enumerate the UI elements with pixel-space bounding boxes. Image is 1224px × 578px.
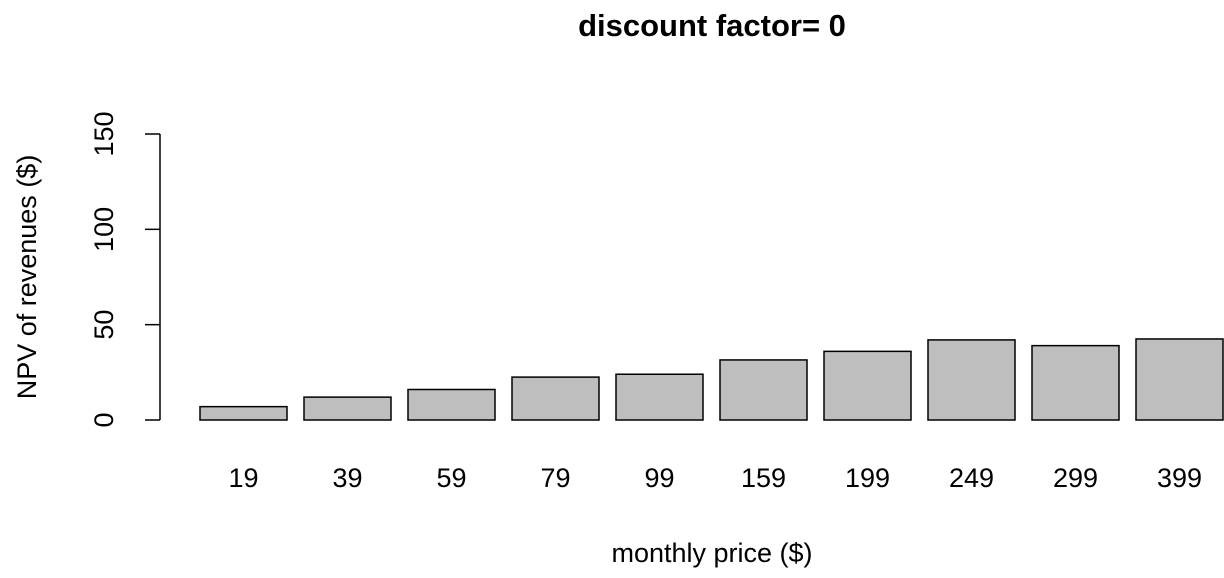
x-axis-label: monthly price ($): [611, 538, 812, 568]
x-tick-label: 159: [741, 463, 786, 493]
x-tick-label: 59: [436, 463, 466, 493]
chart-title: discount factor= 0: [578, 8, 846, 43]
x-tick-label: 199: [845, 463, 890, 493]
x-tick-labels: 19 39 59 79 99 159 199 249 299 399: [228, 463, 1202, 493]
bar: [303, 396, 392, 421]
x-tick-label: 79: [540, 463, 570, 493]
y-axis-ticks: 0 50 100 150: [89, 111, 160, 428]
y-tick-label: 0: [89, 412, 119, 427]
x-tick-label: 299: [1053, 463, 1098, 493]
bar: [1135, 338, 1224, 421]
y-axis-label: NPV of revenues ($): [12, 155, 42, 400]
y-tick-label: 100: [89, 207, 119, 252]
bar: [927, 339, 1016, 421]
bar: [407, 388, 496, 421]
bar: [1031, 344, 1120, 421]
bar: [615, 373, 704, 421]
y-tick-label: 150: [89, 111, 119, 156]
x-tick-label: 99: [644, 463, 674, 493]
bar: [511, 376, 600, 421]
bar: [719, 359, 808, 421]
bar: [199, 405, 288, 421]
x-tick-label: 19: [228, 463, 258, 493]
x-tick-label: 399: [1157, 463, 1202, 493]
y-tick-label: 50: [89, 310, 119, 340]
x-tick-label: 39: [332, 463, 362, 493]
x-tick-label: 249: [949, 463, 994, 493]
bar: [823, 350, 912, 421]
bars: [199, 338, 1224, 421]
